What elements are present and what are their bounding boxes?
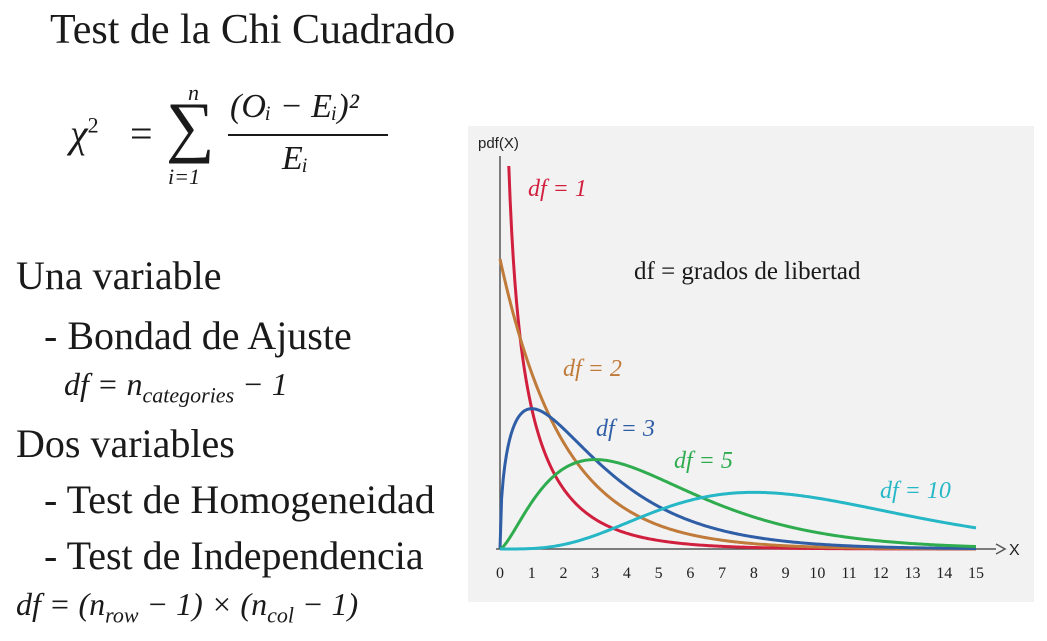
- x-tick-label: 5: [655, 565, 663, 582]
- x-tick-label: 12: [873, 565, 889, 582]
- x-tick-label: 8: [750, 565, 758, 582]
- series-label: df = 1: [528, 176, 587, 202]
- y-axis-label: pdf(X): [478, 135, 519, 152]
- formula-lhs: χ2: [70, 111, 99, 156]
- two-variables-heading: Dos variables: [16, 421, 235, 466]
- x-tick-label: 7: [718, 565, 726, 582]
- x-axis-label: X: [1009, 542, 1020, 559]
- sum-upper-limit: n: [188, 80, 199, 105]
- x-axis-arrow: [995, 543, 1007, 555]
- chi-square-chart: pdf(X) X 0 1 2 3 4 5 6 7 8 9 10 11 12 13 14 15 df = 1 df = …: [468, 126, 1034, 602]
- fraction-bar: [228, 134, 388, 136]
- x-tick-label: 4: [623, 565, 631, 582]
- series-label: df = 2: [563, 356, 622, 382]
- page-title: Test de la Chi Cuadrado: [50, 7, 456, 53]
- series-line: [499, 458, 977, 551]
- one-variable-heading: Una variable: [16, 253, 222, 298]
- x-tick-label: 11: [841, 565, 856, 582]
- series-line: [498, 258, 976, 551]
- chart-annotation: df = grados de libertad: [634, 258, 861, 285]
- df-one-variable: df = ncategories − 1: [64, 366, 288, 408]
- chi-square-formula: χ2 = n ∑ i=1 (Oᵢ − Eᵢ)² Eᵢ: [70, 80, 400, 202]
- x-tick-label: 13: [905, 565, 921, 582]
- homogeneity-test-item: - Test de Homogeneidad: [44, 477, 435, 522]
- x-tick-label: 2: [559, 565, 567, 582]
- series-label: df = 10: [880, 478, 951, 504]
- sum-lower-limit: i=1: [168, 164, 200, 189]
- series-line: [498, 407, 977, 550]
- formula-equals: =: [130, 111, 153, 156]
- x-tick-label: 3: [591, 565, 599, 582]
- x-tick-label: 9: [782, 565, 790, 582]
- df-two-variables: df = (nrow − 1) × (ncol − 1): [16, 586, 359, 628]
- sum-symbol: ∑: [166, 88, 215, 164]
- goodness-of-fit-item: - Bondad de Ajuste: [44, 313, 352, 358]
- x-tick-label: 0: [496, 565, 504, 582]
- series-label: df = 3: [596, 416, 655, 442]
- x-tick-label: 15: [968, 565, 984, 582]
- formula-numerator: (Oᵢ − Eᵢ)²: [230, 88, 359, 125]
- series-line: [500, 490, 977, 551]
- x-tick-label: 6: [686, 565, 694, 582]
- series-label: df = 5: [674, 448, 733, 474]
- formula-denominator: Eᵢ: [282, 140, 309, 177]
- x-tick-label: 10: [809, 565, 825, 582]
- x-tick-label: 14: [936, 565, 952, 582]
- x-tick-label: 1: [528, 565, 536, 582]
- independence-test-item: - Test de Independencia: [44, 533, 424, 578]
